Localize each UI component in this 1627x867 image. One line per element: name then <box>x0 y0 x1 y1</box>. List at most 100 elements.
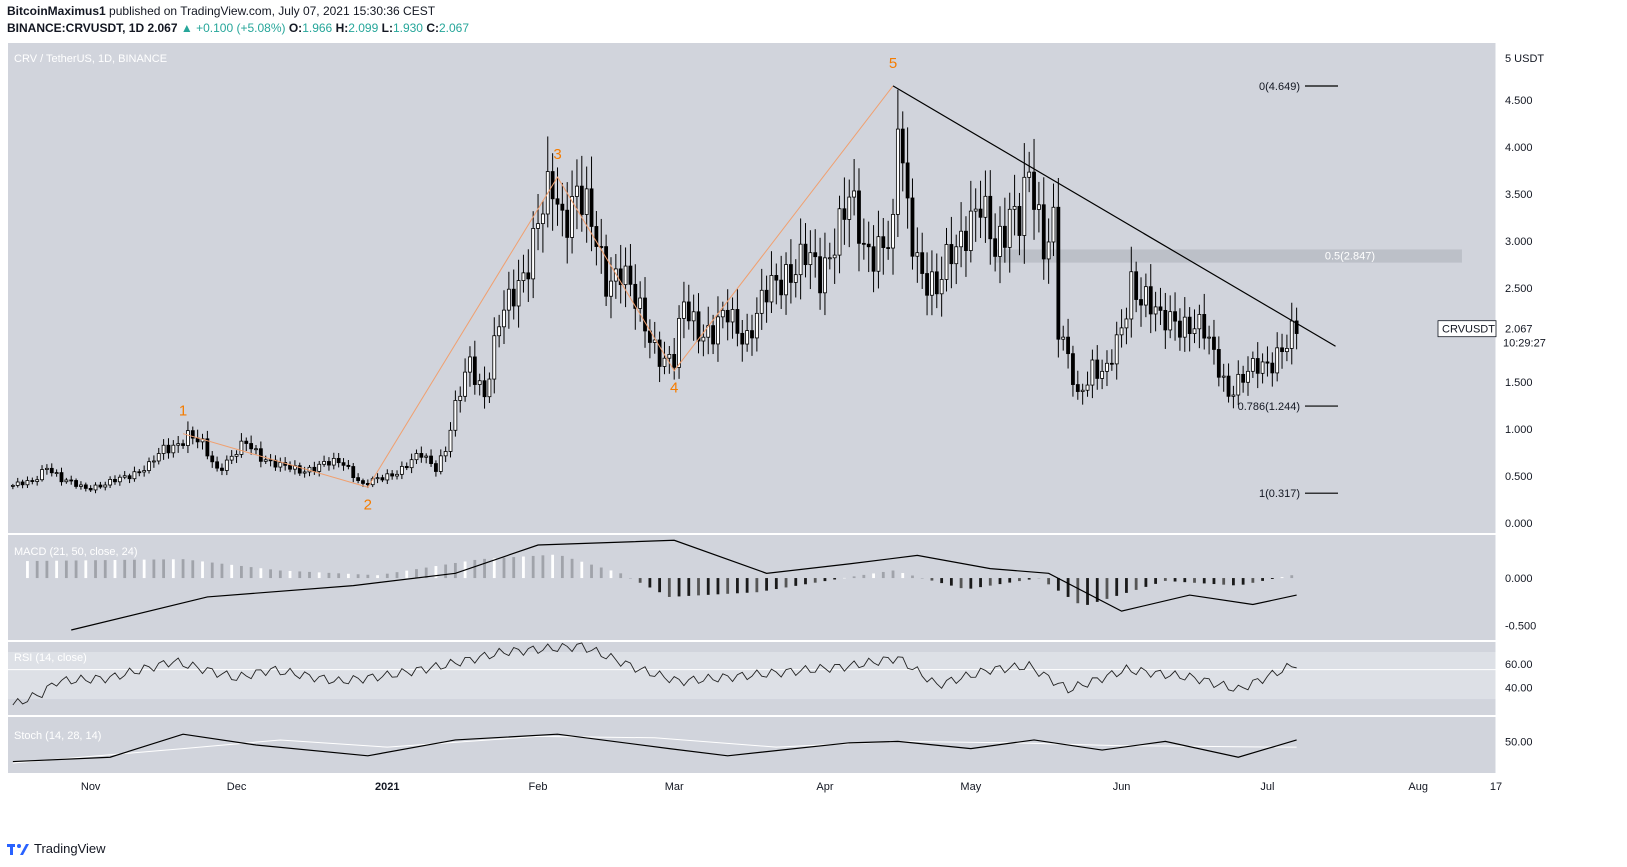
macd-histogram-bar <box>1066 578 1070 597</box>
candle-body <box>609 280 613 297</box>
macd-histogram-bar <box>648 578 652 588</box>
countdown-tag: 10:29:27 <box>1503 338 1546 350</box>
candle-body <box>268 459 273 462</box>
macd-histogram-bar <box>55 560 59 579</box>
macd-histogram-bar <box>1125 578 1128 593</box>
candle-body <box>847 196 852 220</box>
candle-body <box>682 301 686 319</box>
candle-body <box>740 332 745 345</box>
time-axis-tick: Jul <box>1260 781 1274 793</box>
macd-histogram-bar <box>405 570 409 579</box>
macd-histogram-bar <box>1163 578 1167 581</box>
macd-histogram-bar <box>706 578 710 595</box>
rsi-title: RSI (14, close) <box>14 652 87 664</box>
candle-body <box>993 238 998 257</box>
candle-body <box>803 243 808 266</box>
high-label: H: <box>335 21 349 35</box>
candle-body <box>317 463 322 472</box>
candle-body <box>1163 309 1168 331</box>
macd-histogram-bar <box>881 571 885 579</box>
candle-body <box>331 457 336 466</box>
candle-body <box>93 484 98 491</box>
candle-body <box>1056 206 1061 340</box>
candle-body <box>1114 334 1119 365</box>
price-axis-tick: 2.500 <box>1505 283 1533 295</box>
candle-body <box>789 264 793 283</box>
candle-body <box>1275 347 1280 374</box>
candle-body <box>161 444 166 454</box>
macd-histogram-bar <box>142 559 146 579</box>
candle-body <box>1032 171 1036 210</box>
candle-body <box>176 443 181 446</box>
macd-histogram-bar <box>1241 578 1245 585</box>
candle-body <box>696 311 701 342</box>
candle-body <box>1294 320 1299 334</box>
candle-body <box>312 466 317 472</box>
candle-body <box>1017 206 1022 236</box>
macd-histogram-bar <box>1232 578 1235 586</box>
candle-body <box>842 208 847 220</box>
candle-body <box>900 128 905 164</box>
candle-body <box>1212 336 1216 350</box>
candle-body <box>555 198 560 205</box>
time-axis-tick: Nov <box>81 781 101 793</box>
macd-histogram-bar <box>774 578 778 590</box>
candle-body <box>351 466 356 479</box>
tradingview-footer[interactable]: TradingView <box>7 841 106 856</box>
candle-body <box>132 471 137 480</box>
macd-histogram-bar <box>415 569 418 579</box>
candle-body <box>891 213 895 249</box>
macd-histogram-bar <box>1076 578 1080 604</box>
macd-title: MACD (21, 50, close, 24) <box>14 546 138 558</box>
macd-histogram-bar <box>191 560 195 579</box>
author-name[interactable]: BitcoinMaximus1 <box>7 4 106 18</box>
candle-body <box>511 288 516 307</box>
candle-body <box>1216 349 1221 378</box>
candle-body <box>1037 204 1041 210</box>
macd-histogram-bar <box>599 567 603 579</box>
macd-histogram-bar <box>842 577 846 579</box>
candle-body <box>832 254 837 259</box>
macd-histogram-bar <box>1008 578 1012 583</box>
candle-body <box>910 197 915 257</box>
candle-body <box>570 196 574 238</box>
candle-body <box>1124 318 1129 329</box>
macd-histogram-bar <box>327 572 331 579</box>
macd-histogram-bar <box>444 564 448 579</box>
macd-histogram-bar <box>833 578 837 580</box>
candle-body <box>920 252 925 274</box>
macd-histogram-bar <box>171 559 175 579</box>
candle-body <box>506 288 511 311</box>
candle-body <box>1192 328 1197 334</box>
candle-body <box>30 480 35 482</box>
candle-body <box>1255 358 1260 374</box>
candle-body <box>229 455 234 461</box>
candle-body <box>45 467 49 470</box>
macd-histogram-bar <box>560 555 564 579</box>
candle-body <box>978 208 983 218</box>
candle-body <box>399 466 404 475</box>
macd-histogram-bar <box>949 578 953 586</box>
macd-histogram-bar <box>745 578 749 593</box>
macd-histogram-bar <box>298 571 302 579</box>
price-axis-tick: 1.500 <box>1505 377 1533 389</box>
time-axis-tick: May <box>960 781 981 793</box>
candle-body <box>1105 362 1109 372</box>
wave-label-3: 3 <box>553 146 561 163</box>
price-axis-tick: 3.500 <box>1505 189 1533 201</box>
macd-histogram-bar <box>84 560 88 579</box>
candle-body <box>142 470 147 473</box>
macd-histogram-bar <box>1047 578 1051 585</box>
candle-body <box>127 475 132 480</box>
time-axis-tick: Apr <box>816 781 833 793</box>
candle-body <box>1197 314 1202 330</box>
macd-histogram-bar <box>522 556 525 579</box>
candle-body <box>40 469 44 481</box>
candle-body <box>657 339 662 367</box>
candle-body <box>69 479 74 482</box>
candle-body <box>74 480 78 487</box>
candle-body <box>813 252 818 258</box>
macd-histogram-bar <box>103 560 107 579</box>
macd-histogram-bar <box>629 578 632 579</box>
